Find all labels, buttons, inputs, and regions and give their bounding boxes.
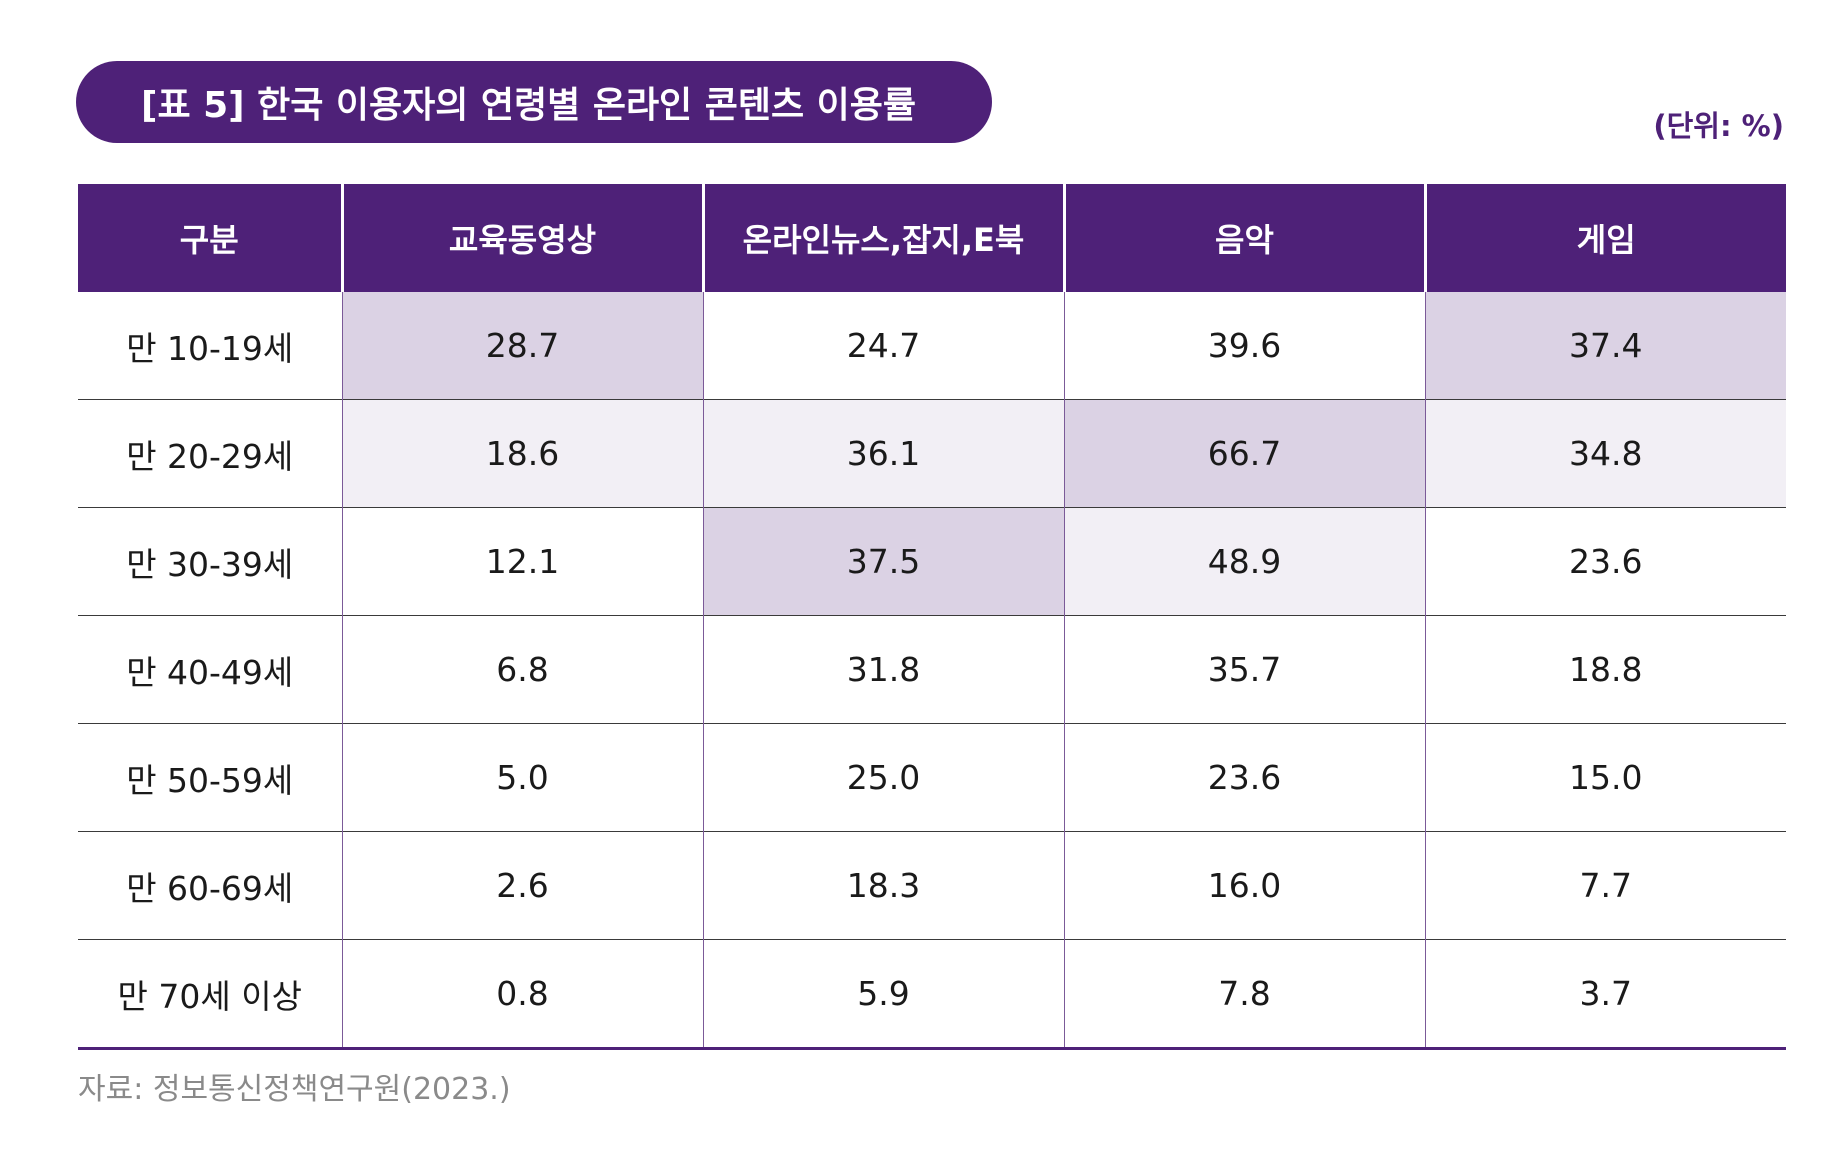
table-cell: 0.8 bbox=[341, 939, 703, 1050]
table-cell: 31.8 bbox=[702, 615, 1064, 724]
table-cell: 39.6 bbox=[1063, 292, 1425, 400]
table-cell: 23.6 bbox=[1424, 507, 1786, 616]
table-cell: 7.8 bbox=[1063, 939, 1425, 1050]
row-label: 만 70세 이상 bbox=[78, 939, 342, 1050]
table-cell: 25.0 bbox=[702, 723, 1064, 832]
usage-table: 구분 교육동영상 온라인뉴스,잡지,E북 음악 게임 만 10-19세 28.7… bbox=[78, 184, 1786, 1050]
row-label: 만 60-69세 bbox=[78, 831, 342, 940]
table-cell: 28.7 bbox=[341, 292, 703, 400]
header-music: 음악 bbox=[1062, 184, 1425, 292]
table-cell: 12.1 bbox=[341, 507, 703, 616]
table-cell: 3.7 bbox=[1424, 939, 1786, 1050]
table-title-text: [표 5] 한국 이용자의 연령별 온라인 콘텐츠 이용률 bbox=[141, 85, 916, 126]
header-edu-video: 교육동영상 bbox=[340, 184, 703, 292]
table-title: [표 5] 한국 이용자의 연령별 온라인 콘텐츠 이용률 bbox=[76, 61, 992, 143]
table-cell: 35.7 bbox=[1063, 615, 1425, 724]
table-cell: 37.5 bbox=[702, 507, 1064, 616]
row-label: 만 30-39세 bbox=[78, 507, 342, 616]
source-note: 자료: 정보통신정책연구원(2023.) bbox=[78, 1072, 511, 1107]
table-row: 만 20-29세 18.6 36.1 66.7 34.8 bbox=[78, 399, 1786, 508]
table-cell: 5.9 bbox=[702, 939, 1064, 1050]
table-cell: 6.8 bbox=[341, 615, 703, 724]
header-category: 구분 bbox=[78, 184, 342, 292]
row-label: 만 10-19세 bbox=[126, 328, 294, 368]
table-cell: 24.7 bbox=[702, 292, 1064, 400]
table-cell: 66.7 bbox=[1063, 399, 1425, 508]
table-row: 만 30-39세 12.1 37.5 48.9 23.6 bbox=[78, 507, 1786, 616]
table-cell: 18.6 bbox=[341, 399, 703, 508]
table-cell: 18.3 bbox=[702, 831, 1064, 940]
table-cell: 2.6 bbox=[341, 831, 703, 940]
table-row: 만 10-19세 28.7 24.7 39.6 37.4 bbox=[78, 292, 1786, 400]
header-row: 구분 교육동영상 온라인뉴스,잡지,E북 음악 게임 bbox=[78, 184, 1786, 292]
header-news-magazine-ebook: 온라인뉴스,잡지,E북 bbox=[701, 184, 1064, 292]
table-row: 만 40-49세 6.8 31.8 35.7 18.8 bbox=[78, 615, 1786, 724]
table-cell: 18.8 bbox=[1424, 615, 1786, 724]
row-label: 만 20-29세 bbox=[78, 399, 342, 508]
row-label: 만 50-59세 bbox=[78, 723, 342, 832]
table-cell: 48.9 bbox=[1063, 507, 1425, 616]
table-cell: 36.1 bbox=[702, 399, 1064, 508]
header-game: 게임 bbox=[1423, 184, 1786, 292]
table-row: 만 50-59세 5.0 25.0 23.6 15.0 bbox=[78, 723, 1786, 832]
table-row: 만 60-69세 2.6 18.3 16.0 7.7 bbox=[78, 831, 1786, 940]
table-cell: 5.0 bbox=[341, 723, 703, 832]
table-cell: 7.7 bbox=[1424, 831, 1786, 940]
table-cell: 34.8 bbox=[1424, 399, 1786, 508]
row-label: 만 40-49세 bbox=[78, 615, 342, 724]
unit-label: (단위: %) bbox=[1653, 109, 1784, 143]
table-cell: 15.0 bbox=[1424, 723, 1786, 832]
table-cell: 16.0 bbox=[1063, 831, 1425, 940]
table-cell: 23.6 bbox=[1063, 723, 1425, 832]
table-row: 만 70세 이상 0.8 5.9 7.8 3.7 bbox=[78, 939, 1786, 1050]
table-cell: 37.4 bbox=[1424, 292, 1786, 400]
